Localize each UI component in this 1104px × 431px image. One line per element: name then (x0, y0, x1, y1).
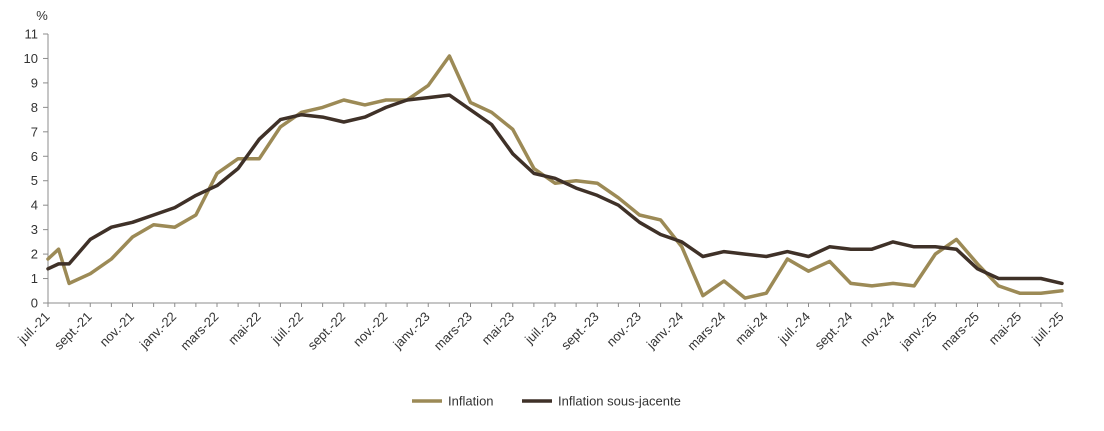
x-tick-label: janv.-22 (136, 309, 179, 352)
y-tick-label: 2 (31, 247, 38, 262)
legend-label: Inflation sous-jacente (558, 394, 681, 409)
x-tick-label: janv.-25 (896, 309, 939, 352)
y-axis-unit-label: % (36, 8, 48, 23)
x-tick-label: mai-23 (479, 309, 518, 348)
y-tick-label: 1 (31, 271, 38, 286)
x-tick-label: nov.-21 (96, 309, 137, 350)
series-line-inflation-sous-jacente (46, 93, 1064, 286)
series-layer (46, 54, 1064, 300)
y-tick-label: 9 (31, 75, 38, 90)
x-tick-label: mars-25 (938, 309, 982, 353)
legend: Inflation Inflation sous-jacente (412, 394, 681, 409)
x-tick-label: mars-23 (431, 309, 475, 353)
y-tick-label: 8 (31, 100, 38, 115)
x-tick-label: janv.-23 (389, 309, 432, 352)
x-tick-label: nov.-22 (350, 309, 391, 350)
x-tick-label: sept.-21 (51, 309, 95, 353)
x-tick-label: mars-24 (684, 309, 728, 353)
y-tick-label: 10 (24, 51, 38, 66)
y-tick-label: 0 (31, 296, 38, 311)
y-axis: 0 1 2 3 4 5 6 7 8 9 10 11 (24, 27, 49, 311)
x-tick-label: juil.-24 (775, 309, 813, 347)
x-tick-label: mai-25 (986, 309, 1025, 348)
x-tick-label: sept.-23 (558, 309, 602, 353)
legend-label: Inflation (448, 394, 494, 409)
legend-item-inflation: Inflation (412, 394, 494, 409)
y-tick-label: 11 (25, 27, 39, 42)
y-tick-label: 3 (31, 222, 38, 237)
y-tick-label: 5 (31, 173, 38, 188)
x-tick-label: juil.-21 (14, 309, 52, 347)
y-tick-label: 4 (31, 198, 38, 213)
x-tick-label: mars-22 (177, 309, 221, 353)
x-tick-label: nov.-23 (603, 309, 644, 350)
legend-item-inflation-sous-jacente: Inflation sous-jacente (522, 394, 681, 409)
x-tick-label: sept.-24 (811, 309, 855, 353)
y-tick-label: 6 (31, 149, 38, 164)
x-tick-label: juil.-23 (521, 309, 559, 347)
x-tick-label: sept.-22 (304, 309, 348, 353)
x-tick-label: mai-22 (225, 309, 264, 348)
y-tick-label: 7 (31, 124, 38, 139)
x-tick-label: janv.-24 (643, 309, 686, 352)
x-tick-label: nov.-24 (857, 309, 898, 350)
x-tick-label: juil.-25 (1028, 309, 1066, 347)
x-tick-label: mai-24 (732, 309, 771, 348)
x-tick-label: juil.-22 (268, 309, 306, 347)
